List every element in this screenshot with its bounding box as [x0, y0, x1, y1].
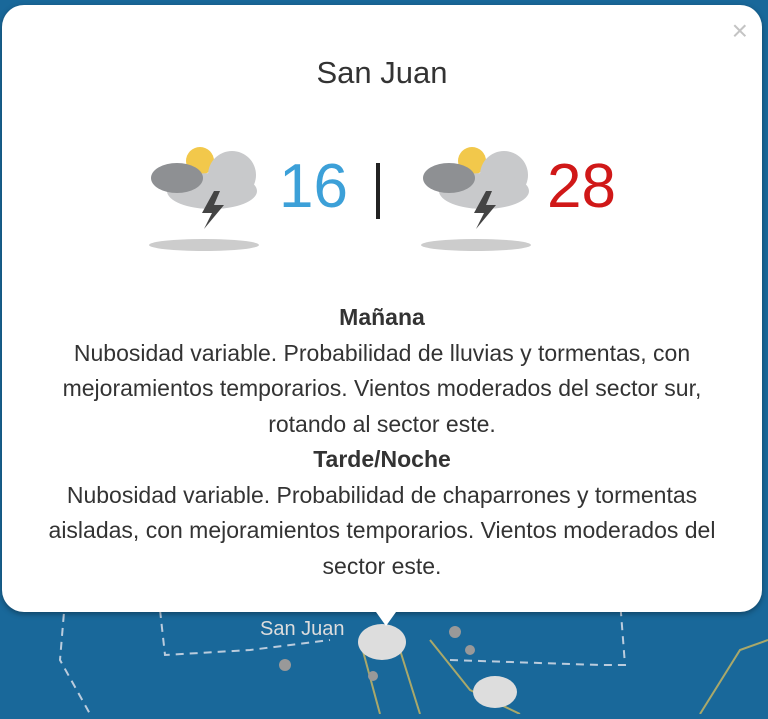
partly-cloudy-thunderstorm-icon: [149, 147, 259, 251]
partly-cloudy-thunderstorm-icon: [421, 147, 531, 251]
max-temperature: 28: [547, 152, 616, 221]
temperature-row: 16 28: [2, 133, 762, 263]
map-weather-marker[interactable]: [358, 624, 406, 660]
forecast-text: Mañana Nubosidad variable. Probabilidad …: [22, 300, 742, 584]
separator: [376, 163, 380, 219]
close-button[interactable]: ×: [731, 15, 748, 46]
weather-popup: × San Juan 16 28 Mañana Nubosidad variab…: [2, 5, 762, 612]
section-text: Nubosidad variable. Probabilidad de lluv…: [62, 339, 702, 437]
section-text: Nubosidad variable. Probabilidad de chap…: [48, 481, 716, 579]
section-heading: Mañana: [339, 304, 425, 330]
section-heading: Tarde/Noche: [313, 446, 451, 472]
popup-tail: [366, 598, 406, 626]
map-city-label: San Juan: [260, 618, 345, 640]
min-temperature: 16: [279, 152, 348, 221]
map-weather-marker[interactable]: [473, 676, 517, 708]
popup-title: San Juan: [316, 55, 448, 90]
